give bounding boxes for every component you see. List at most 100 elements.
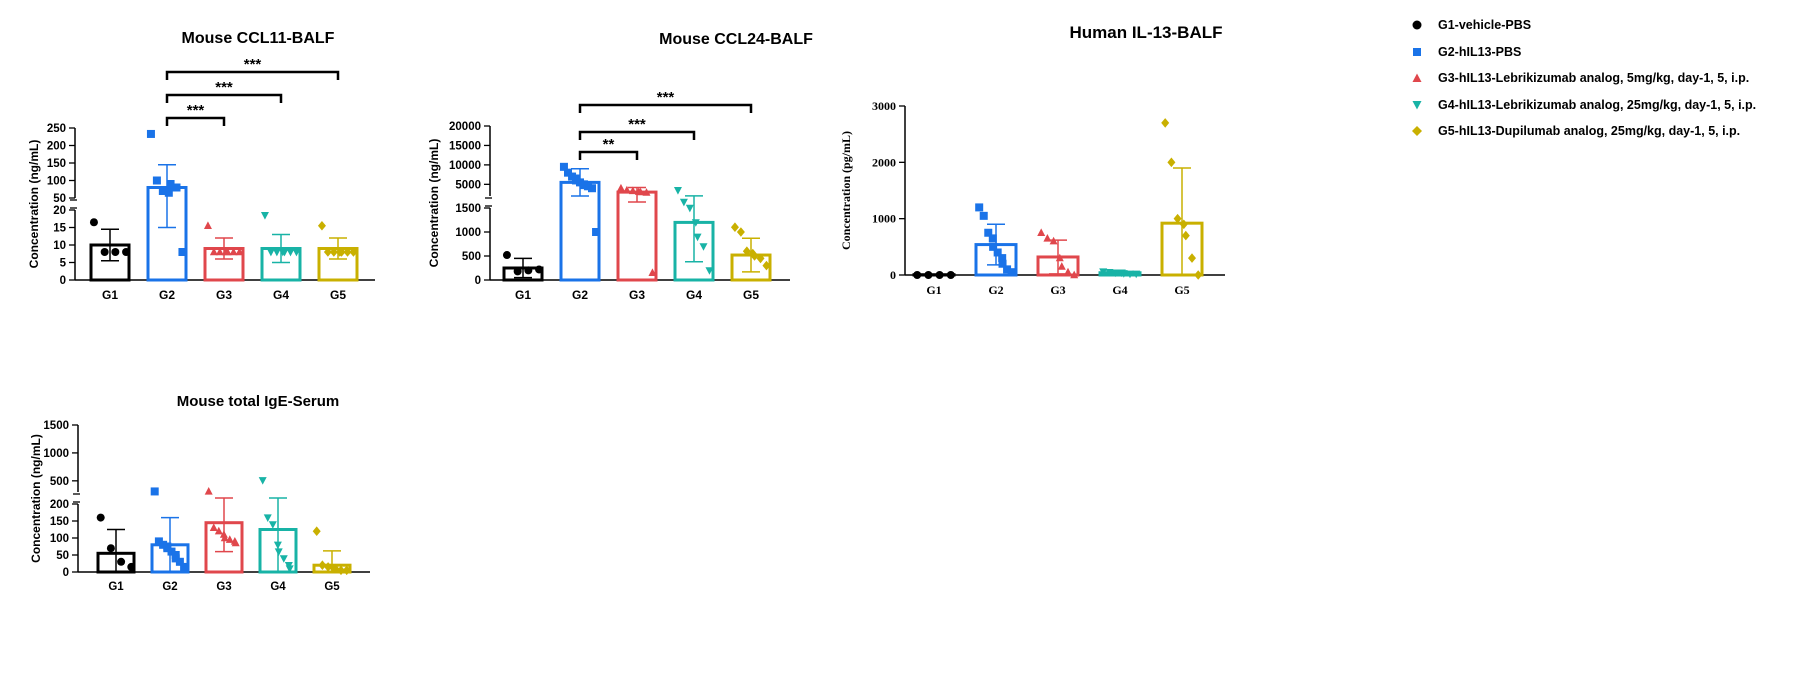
data-point-g1 xyxy=(946,271,955,279)
y-tick-label: 0 xyxy=(60,275,66,287)
data-point-g5 xyxy=(1173,213,1182,224)
data-point-g3 xyxy=(1070,270,1079,279)
data-point-g2 xyxy=(592,228,601,236)
data-point-g2 xyxy=(166,180,175,188)
triangle-up-marker-icon xyxy=(1410,71,1424,85)
y-tick-label: 1500 xyxy=(43,420,69,432)
data-point-g4 xyxy=(272,248,281,257)
data-point-g3 xyxy=(622,185,631,194)
data-point-g5 xyxy=(343,247,352,257)
bar-g3 xyxy=(616,190,658,282)
chart-il13: 0 1000 2000 3000 Concentration (pg/mL) G1 G2 G3… xyxy=(839,99,1225,297)
significance-bracket xyxy=(165,93,283,103)
data-point-g5 xyxy=(1181,230,1190,241)
data-point-g2 xyxy=(571,176,580,185)
y-tick-label: 500 xyxy=(50,476,69,488)
data-point-g4 xyxy=(266,248,275,257)
data-point-g2 xyxy=(150,487,159,496)
data-point-g3 xyxy=(1064,267,1072,276)
triangle-down-marker-icon xyxy=(1410,98,1424,112)
data-point-g4 xyxy=(699,243,708,251)
data-point-g2 xyxy=(154,537,163,546)
data-point-g5 xyxy=(312,526,321,536)
legend-label: G5-hIL13-Dupilumab analog, 25mg/kg, day-… xyxy=(1438,124,1741,139)
data-point-g5 xyxy=(742,246,751,256)
data-point-g4 xyxy=(1126,270,1134,279)
data-point-g4 xyxy=(263,514,272,522)
y-tick-label: 150 xyxy=(50,516,69,528)
data-point-g2 xyxy=(579,181,588,190)
data-point-g2 xyxy=(159,540,168,549)
y-tick-label: 50 xyxy=(53,193,66,205)
data-point-g5 xyxy=(318,560,327,570)
y-tick-label: 200 xyxy=(50,499,69,511)
legend: G1-vehicle-PBS G2-hIL13-PBS G3-hIL13-Leb… xyxy=(1410,12,1756,145)
y-tick-label: 1000 xyxy=(872,212,896,226)
data-point-g4 xyxy=(685,204,694,213)
significance-label: *** xyxy=(215,79,233,96)
x-tick-label: G1 xyxy=(926,283,941,297)
significance-bracket xyxy=(165,116,226,126)
y-axis-label: Concentration (ng/mL) xyxy=(427,139,441,268)
data-point-g2 xyxy=(172,183,181,192)
data-point-g2 xyxy=(1003,265,1012,274)
data-point-g4 xyxy=(268,521,277,529)
data-point-g2 xyxy=(164,188,173,197)
x-tick-label: G3 xyxy=(629,288,645,302)
x-tick-label: G4 xyxy=(686,288,702,302)
data-point-g2 xyxy=(178,248,187,256)
chart-title-il13: Human IL-13-BALF xyxy=(1069,23,1223,42)
data-point-g1 xyxy=(924,271,933,279)
y-tick-label: 2000 xyxy=(872,155,896,169)
y-tick-label: 500 xyxy=(462,251,481,263)
y-tick-label: 1000 xyxy=(43,448,69,460)
data-point-g1 xyxy=(913,271,922,279)
chart-title-ccl11: Mouse CCL11-BALF xyxy=(181,30,335,47)
significance-bracket xyxy=(578,150,639,160)
y-axis-label: Concentration (ng/mL) xyxy=(27,140,41,269)
data-point-g5 xyxy=(349,247,358,257)
data-point-g2 xyxy=(146,129,155,138)
y-axis-label: Concentration (ng/mL) xyxy=(29,434,43,563)
x-tick-label: G4 xyxy=(273,288,289,302)
legend-item-g4: G4-hIL13-Lebrikizumab analog, 25mg/kg, d… xyxy=(1410,92,1756,119)
data-point-g4 xyxy=(1132,270,1141,279)
data-point-g2 xyxy=(988,234,997,243)
chart-title-ccl24: Mouse CCL24-BALF xyxy=(659,31,813,48)
x-tick-label: G1 xyxy=(515,288,531,302)
legend-label: G3-hIL13-Lebrikizumab analog, 5mg/kg, da… xyxy=(1438,71,1750,86)
data-point-g4 xyxy=(679,198,688,207)
data-point-g3 xyxy=(203,221,212,229)
data-point-g3 xyxy=(229,247,238,256)
data-point-g5 xyxy=(756,253,765,264)
circle-marker-icon xyxy=(1410,18,1424,32)
data-point-g5 xyxy=(329,247,338,257)
y-tick-label: 3000 xyxy=(872,99,896,113)
significance-bracket xyxy=(165,70,340,80)
data-point-g5 xyxy=(1179,219,1188,230)
data-point-g2 xyxy=(1007,268,1016,277)
data-point-g1 xyxy=(524,266,533,275)
data-point-g4 xyxy=(274,548,283,556)
y-tick-label: 200 xyxy=(47,141,66,153)
data-point-g2 xyxy=(979,211,988,220)
data-point-g1 xyxy=(935,271,944,279)
legend-item-g5: G5-hIL13-Dupilumab analog, 25mg/kg, day-… xyxy=(1410,118,1756,145)
data-point-g5 xyxy=(342,565,351,576)
data-point-g2 xyxy=(171,554,180,563)
data-point-g4 xyxy=(1105,268,1114,277)
x-tick-label: G5 xyxy=(324,581,340,593)
x-tick-label: G3 xyxy=(1050,283,1065,297)
data-point-g1 xyxy=(513,267,522,276)
data-point-g4 xyxy=(280,248,289,257)
data-point-g4 xyxy=(705,267,714,275)
legend-label: G1-vehicle-PBS xyxy=(1438,18,1532,33)
legend-item-g2: G2-hIL13-PBS xyxy=(1410,39,1756,66)
data-point-g2 xyxy=(559,162,568,171)
y-tick-label: 20000 xyxy=(449,121,481,133)
data-point-g1 xyxy=(535,265,544,274)
data-point-g1 xyxy=(96,513,105,522)
data-point-g1 xyxy=(117,557,126,566)
data-point-g5 xyxy=(331,563,340,574)
